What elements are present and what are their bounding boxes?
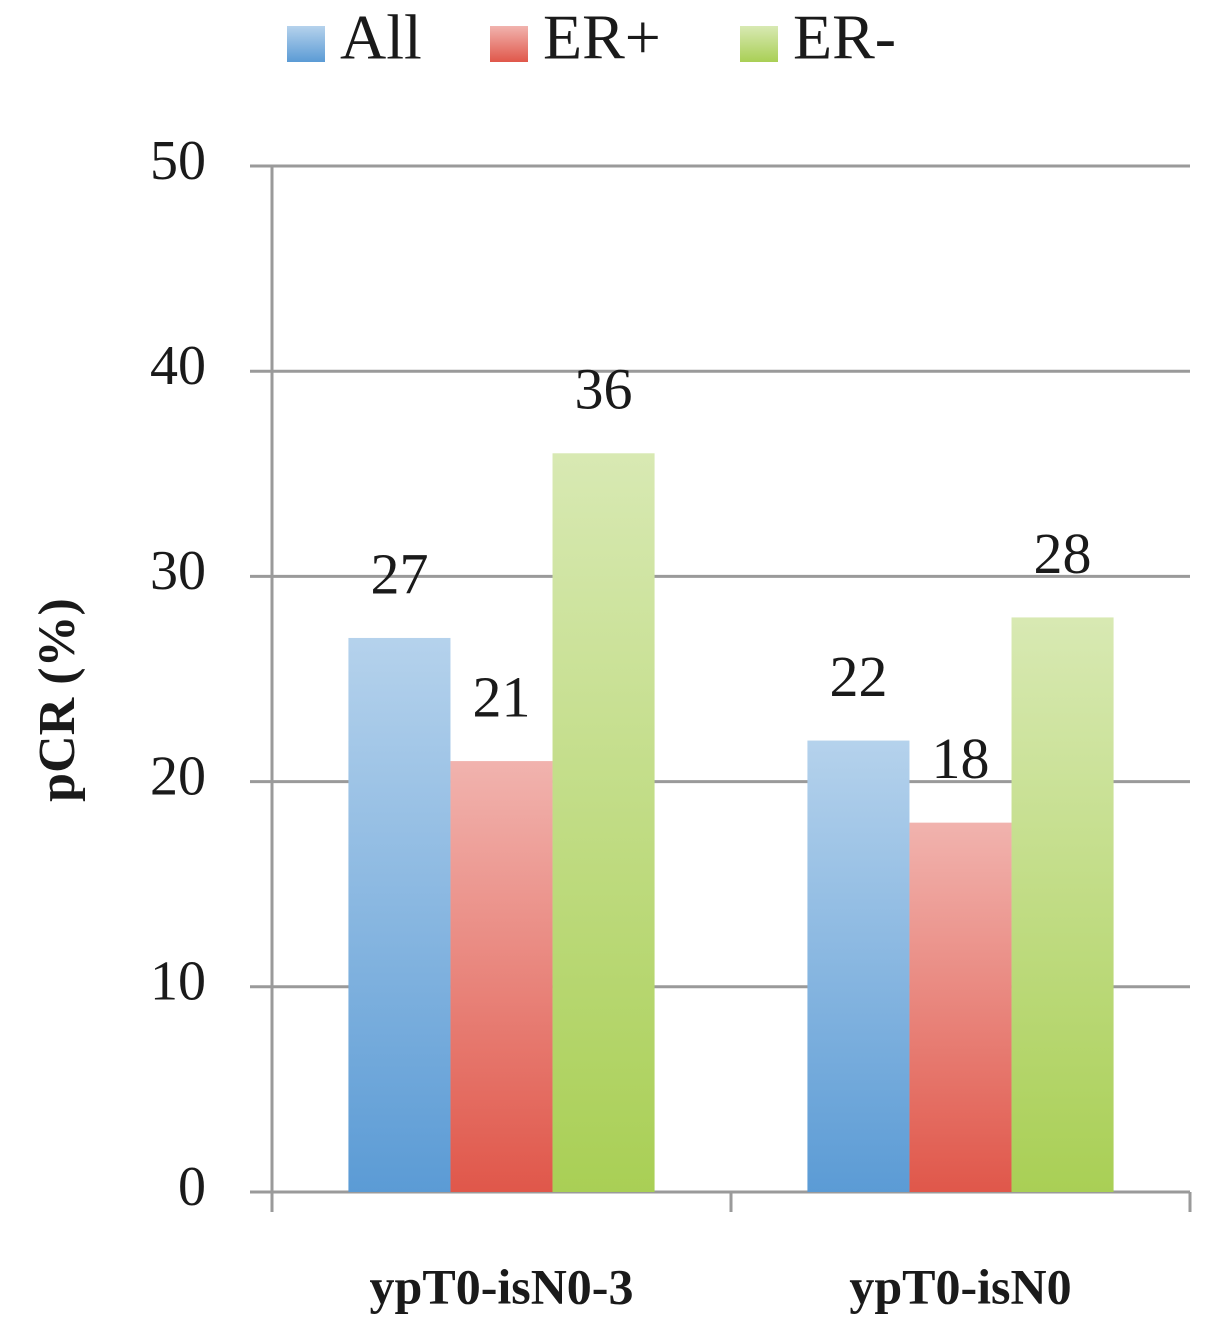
y-tick-label: 40 <box>150 335 206 397</box>
bar <box>450 761 553 1192</box>
y-tick-label: 20 <box>150 745 206 807</box>
x-tick-label: ypT0-isN0 <box>849 1258 1071 1314</box>
y-tick-label: 10 <box>150 951 206 1013</box>
bar <box>348 637 451 1192</box>
value-label: 21 <box>473 664 531 729</box>
legend-label: All <box>340 2 422 73</box>
legend-label: ER- <box>793 2 896 73</box>
y-axis-title: pCR (%) <box>29 598 86 802</box>
value-label: 27 <box>370 541 428 606</box>
value-label: 18 <box>932 726 990 791</box>
legend-swatch <box>490 26 528 62</box>
value-label: 22 <box>829 644 887 709</box>
y-tick-label: 50 <box>150 130 206 192</box>
bar <box>807 740 910 1192</box>
legend-swatch <box>740 26 778 62</box>
bar <box>1011 617 1114 1192</box>
y-tick-label: 30 <box>150 540 206 602</box>
bar <box>909 822 1012 1192</box>
bar <box>552 453 655 1192</box>
x-tick-label: ypT0-isN0-3 <box>370 1258 634 1314</box>
legend-swatch <box>287 26 325 62</box>
legend-label: ER+ <box>543 2 661 73</box>
y-tick-label: 0 <box>178 1156 206 1218</box>
value-label: 36 <box>575 357 633 422</box>
value-label: 28 <box>1034 521 1092 586</box>
